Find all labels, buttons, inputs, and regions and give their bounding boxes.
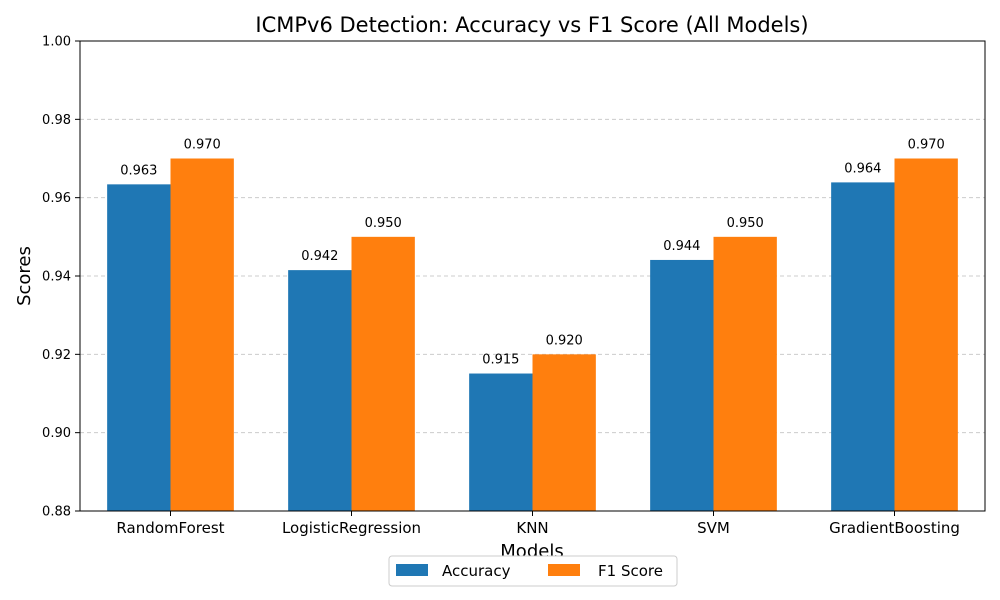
y-tick-label: 0.94 — [42, 270, 71, 285]
legend-label-accuracy: Accuracy — [442, 562, 511, 580]
x-tick-label: KNN — [516, 519, 548, 537]
x-tick-label: RandomForest — [116, 519, 224, 537]
data-label: 0.963 — [120, 163, 157, 178]
legend-label-f1-score: F1 Score — [598, 562, 663, 580]
bar-f1-score-knn — [532, 354, 596, 511]
y-tick-label: 0.92 — [42, 348, 71, 363]
data-label: 0.942 — [301, 249, 338, 264]
x-tick-label: LogisticRegression — [282, 519, 421, 537]
bar-f1-score-randomforest — [170, 158, 234, 511]
chart-title: ICMPv6 Detection: Accuracy vs F1 Score (… — [255, 13, 808, 37]
data-label: 0.964 — [844, 161, 881, 176]
y-tick-label: 0.90 — [42, 426, 71, 441]
legend-swatch-f1-score — [548, 564, 580, 576]
y-tick-label: 0.98 — [42, 113, 71, 128]
x-tick-label: SVM — [697, 519, 730, 537]
bar-accuracy-svm — [650, 259, 714, 511]
data-labels: 0.963 0.970 0.942 0.950 0.915 0.920 0.944 0.950… — [120, 138, 945, 368]
bar-accuracy-randomforest — [107, 184, 171, 511]
y-axis-label: Scores — [14, 246, 35, 306]
x-tick-label: GradientBoosting — [829, 519, 960, 537]
y-axis-ticks: 0.88 0.90 0.92 0.94 0.96 0.98 1.00 — [42, 35, 80, 520]
bar-accuracy-logisticregression — [288, 270, 352, 511]
y-tick-label: 0.88 — [42, 505, 71, 520]
data-label: 0.950 — [727, 216, 764, 231]
bar-f1-score-gradientboosting — [894, 158, 958, 511]
legend: Accuracy F1 Score — [388, 555, 678, 587]
legend-box — [388, 555, 678, 587]
legend-swatch-accuracy — [396, 564, 428, 576]
data-label: 0.944 — [663, 239, 700, 254]
bar-accuracy-gradientboosting — [831, 182, 895, 511]
y-tick-label: 1.00 — [42, 35, 71, 50]
bar-f1-score-logisticregression — [351, 236, 415, 512]
bar-f1-score-svm — [713, 236, 777, 512]
data-label: 0.970 — [184, 138, 221, 153]
data-label: 0.970 — [908, 138, 945, 153]
x-axis-ticks: RandomForest LogisticRegression KNN SVM Grad… — [116, 511, 960, 537]
data-label: 0.920 — [546, 333, 583, 348]
data-label: 0.950 — [365, 216, 402, 231]
data-label: 0.915 — [482, 353, 519, 368]
bar-accuracy-knn — [469, 373, 533, 511]
bars — [107, 158, 958, 512]
y-tick-label: 0.96 — [42, 191, 71, 206]
